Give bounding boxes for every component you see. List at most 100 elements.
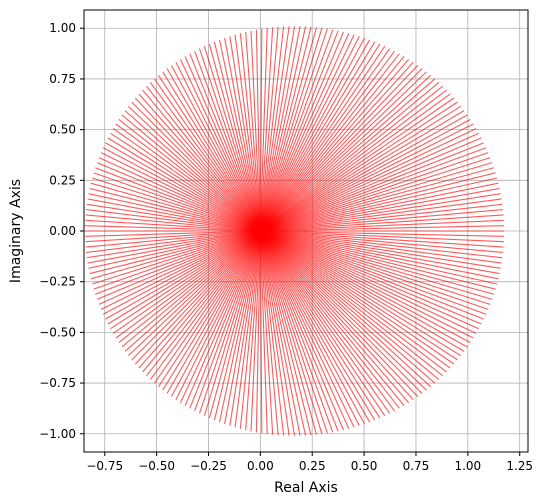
ray-line (259, 43, 381, 232)
ray-line (259, 230, 386, 417)
ray-line (208, 43, 261, 232)
ray-line (260, 230, 491, 305)
ray-line (259, 230, 285, 436)
ray-line (102, 230, 261, 315)
ray-line (245, 230, 261, 431)
ray-line (260, 152, 489, 232)
ray-line (255, 29, 261, 232)
ray-line (260, 182, 499, 232)
ray-line (93, 172, 261, 232)
ray-line (260, 101, 458, 232)
ray-line (87, 198, 261, 232)
ray-line (259, 230, 419, 398)
tick-layer: −0.75 −0.50 −0.25 0.00 0.25 0.50 0.75 1.00 1.25 1… (39, 21, 533, 473)
ray-line (259, 230, 274, 435)
ray-line (98, 157, 261, 232)
ray-line (259, 230, 355, 428)
ray-line (250, 30, 261, 232)
ray-line (259, 230, 339, 432)
ray-line (175, 61, 261, 232)
ray-line (260, 230, 489, 310)
ray-line (115, 230, 261, 339)
ray-line (259, 230, 400, 409)
ray-line (260, 230, 458, 361)
ray-line (85, 225, 261, 232)
ray-line (189, 53, 261, 232)
ray-line (260, 172, 496, 232)
ray-line (260, 132, 479, 232)
x-tick-label: −0.75 (86, 459, 123, 473)
ray-line (85, 230, 261, 237)
ray-line (110, 132, 261, 232)
ray-line (259, 28, 263, 232)
ray-line (260, 97, 455, 232)
ray-line (260, 177, 498, 232)
ray-line (121, 114, 261, 232)
ray-line (260, 230, 468, 348)
ray-line (105, 142, 261, 232)
x-tick-label: 0.25 (299, 459, 326, 473)
ray-line (259, 74, 432, 232)
ray-line (260, 198, 502, 232)
ray-line (260, 230, 451, 369)
ray-line (260, 230, 503, 259)
ray-line (259, 230, 263, 434)
ray-line (259, 78, 436, 232)
ray-line (259, 37, 366, 232)
ray-line (260, 230, 474, 339)
ray-line (259, 45, 386, 232)
ray-line (170, 230, 261, 397)
ray-line (260, 105, 462, 232)
ray-line (259, 53, 400, 232)
ray-line (162, 71, 261, 232)
ray-line (259, 26, 301, 232)
ray-line (259, 28, 328, 232)
y-axis-label: Imaginary Axis (8, 179, 24, 283)
ray-line (260, 128, 477, 232)
ray-line (259, 26, 307, 232)
ray-line (260, 230, 440, 380)
ray-line (260, 203, 503, 232)
ray-line (259, 61, 414, 232)
ray-line (260, 230, 484, 320)
ray-line (85, 230, 261, 243)
ray-line (86, 230, 261, 259)
ray-line (124, 230, 261, 352)
ray-line (260, 89, 447, 232)
y-tick-label: 0.00 (49, 224, 76, 238)
ray-line (259, 230, 396, 412)
ray-line (245, 31, 261, 232)
ray-line (259, 27, 323, 232)
ray-line (194, 50, 261, 232)
ray-line (259, 230, 432, 388)
x-tick-label: 0.50 (351, 459, 378, 473)
ray-line (260, 142, 484, 232)
ray-line (260, 230, 502, 264)
ray-line (260, 118, 471, 232)
ray-line (105, 230, 261, 320)
ray-line (260, 230, 465, 352)
ray-line (259, 29, 334, 232)
ray-line (260, 230, 504, 243)
ray-line (134, 230, 261, 365)
ray-line (259, 230, 371, 423)
ray-line (213, 230, 261, 421)
ray-line (260, 230, 471, 344)
ray-line (149, 82, 261, 232)
ray-line (203, 230, 261, 416)
ray-line (213, 41, 261, 232)
ray-line (260, 193, 501, 232)
ray-line (90, 230, 261, 280)
ray-line (142, 230, 261, 373)
ray-line (259, 230, 381, 419)
y-tick-label: −0.75 (39, 376, 76, 390)
ray-line (259, 26, 290, 232)
ray-line (118, 119, 261, 232)
ray-line (259, 32, 350, 232)
ray-line (184, 230, 261, 406)
ray-line (87, 230, 261, 264)
ray-line (229, 230, 261, 426)
ray-line (259, 230, 290, 436)
ray-line (85, 214, 261, 232)
